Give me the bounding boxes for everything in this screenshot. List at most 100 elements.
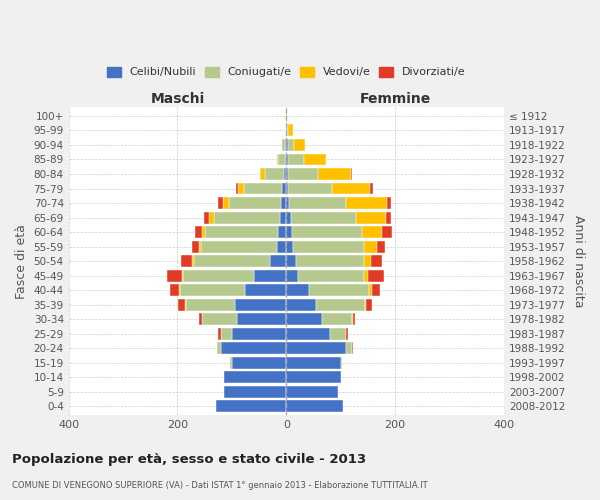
- Bar: [284, 168, 286, 180]
- Bar: [293, 240, 364, 252]
- Bar: [283, 139, 285, 151]
- Bar: [366, 299, 372, 310]
- Bar: [286, 240, 293, 252]
- Bar: [362, 226, 382, 238]
- Bar: [278, 226, 286, 238]
- Bar: [277, 240, 286, 252]
- Bar: [296, 255, 364, 267]
- Bar: [318, 168, 350, 180]
- Bar: [286, 255, 296, 267]
- Bar: [280, 212, 286, 224]
- Bar: [185, 299, 235, 310]
- Bar: [364, 255, 371, 267]
- Bar: [286, 197, 289, 209]
- Bar: [221, 328, 232, 340]
- Bar: [288, 154, 304, 166]
- Bar: [235, 299, 286, 310]
- Bar: [182, 270, 183, 281]
- Bar: [232, 357, 286, 369]
- Bar: [199, 240, 201, 252]
- Bar: [221, 342, 286, 354]
- Bar: [236, 182, 238, 194]
- Bar: [288, 139, 295, 151]
- Bar: [167, 270, 182, 281]
- Bar: [278, 154, 284, 166]
- Bar: [282, 182, 286, 194]
- Bar: [290, 212, 356, 224]
- Bar: [382, 226, 392, 238]
- Bar: [286, 386, 338, 398]
- Bar: [286, 139, 288, 151]
- Bar: [346, 328, 348, 340]
- Bar: [286, 212, 290, 224]
- Bar: [364, 240, 377, 252]
- Bar: [205, 226, 278, 238]
- Bar: [217, 342, 221, 354]
- Bar: [286, 284, 309, 296]
- Bar: [244, 182, 282, 194]
- Bar: [181, 255, 191, 267]
- Bar: [229, 197, 281, 209]
- Bar: [224, 372, 286, 384]
- Bar: [201, 240, 277, 252]
- Bar: [364, 270, 368, 281]
- Bar: [387, 197, 391, 209]
- Bar: [346, 342, 352, 354]
- Bar: [224, 386, 286, 398]
- Text: Maschi: Maschi: [151, 92, 205, 106]
- Bar: [238, 182, 244, 194]
- Bar: [277, 154, 278, 166]
- Bar: [230, 357, 232, 369]
- Bar: [369, 284, 372, 296]
- Y-axis label: Fasce di età: Fasce di età: [15, 224, 28, 298]
- Bar: [203, 212, 209, 224]
- Bar: [260, 168, 265, 180]
- Bar: [330, 328, 346, 340]
- Bar: [370, 182, 373, 194]
- Bar: [365, 299, 366, 310]
- Bar: [196, 226, 202, 238]
- Bar: [295, 139, 305, 151]
- Bar: [202, 314, 238, 325]
- Bar: [183, 270, 254, 281]
- Bar: [199, 314, 202, 325]
- Bar: [223, 197, 229, 209]
- Bar: [218, 328, 221, 340]
- Bar: [286, 299, 316, 310]
- Bar: [286, 270, 298, 281]
- Bar: [245, 284, 286, 296]
- Bar: [215, 400, 286, 412]
- Bar: [352, 342, 353, 354]
- Bar: [191, 255, 194, 267]
- Bar: [281, 197, 286, 209]
- Bar: [180, 284, 245, 296]
- Bar: [238, 314, 286, 325]
- Bar: [286, 168, 288, 180]
- Bar: [286, 328, 330, 340]
- Bar: [254, 270, 286, 281]
- Bar: [304, 154, 326, 166]
- Bar: [287, 124, 289, 136]
- Bar: [286, 400, 343, 412]
- Bar: [286, 226, 292, 238]
- Bar: [289, 197, 346, 209]
- Bar: [209, 212, 214, 224]
- Text: COMUNE DI VENEGONO SUPERIORE (VA) - Dati ISTAT 1° gennaio 2013 - Elaborazione TU: COMUNE DI VENEGONO SUPERIORE (VA) - Dati…: [12, 480, 428, 490]
- Bar: [179, 284, 180, 296]
- Legend: Celibi/Nubili, Coniugati/e, Vedovi/e, Divorziati/e: Celibi/Nubili, Coniugati/e, Vedovi/e, Di…: [107, 66, 465, 78]
- Bar: [356, 212, 386, 224]
- Bar: [232, 328, 286, 340]
- Bar: [289, 182, 332, 194]
- Bar: [214, 212, 280, 224]
- Bar: [270, 255, 286, 267]
- Bar: [286, 342, 346, 354]
- Bar: [285, 139, 286, 151]
- Bar: [368, 270, 384, 281]
- Bar: [170, 284, 179, 296]
- Bar: [286, 154, 288, 166]
- Bar: [202, 226, 205, 238]
- Bar: [353, 314, 355, 325]
- Bar: [350, 168, 352, 180]
- Bar: [194, 255, 270, 267]
- Bar: [292, 226, 362, 238]
